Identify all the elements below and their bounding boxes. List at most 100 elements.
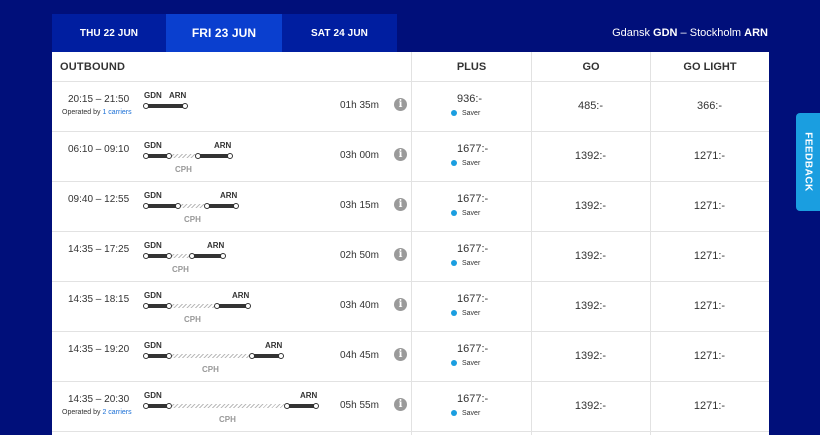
date-tabs: THU 22 JUN FRI 23 JUN SAT 24 JUN	[52, 14, 397, 52]
go-price[interactable]: 1392:-	[574, 250, 607, 262]
info-icon[interactable]: i	[394, 298, 407, 311]
flight-times: 14:35 – 20:30	[68, 394, 130, 405]
operated-by: Operated by 1 carriers	[62, 109, 132, 116]
origin-marker	[143, 253, 149, 259]
flight-segment	[252, 354, 283, 358]
feedback-button[interactable]: FEEDBACK	[796, 113, 820, 211]
carriers-link[interactable]: 2 carriers	[102, 409, 132, 416]
go-price[interactable]: 485:-	[577, 100, 604, 112]
info-icon[interactable]: i	[394, 198, 407, 211]
stop-marker	[249, 353, 255, 359]
plus-price[interactable]: 936:-	[457, 93, 483, 105]
flight-row[interactable]: 14:35 – 20:30 Operated by 2 carriers GDN AR…	[52, 382, 769, 432]
via-code: CPH	[175, 165, 192, 174]
flight-duration: 01h 35m	[340, 100, 379, 111]
saver-dot-icon	[451, 310, 457, 316]
stop-marker	[166, 153, 172, 159]
date-tab-thu-22-jun[interactable]: THU 22 JUN	[52, 14, 166, 52]
date-tab-sat-24-jun[interactable]: SAT 24 JUN	[282, 14, 397, 52]
go-price[interactable]: 1392:-	[574, 200, 607, 212]
flight-segment	[198, 154, 232, 158]
flight-row[interactable]: 14:35 – 18:15 GDN ARN CPH 03h 40m i 1677:- Save…	[52, 282, 769, 332]
stop-marker	[189, 253, 195, 259]
flight-times: 20:15 – 21:50	[68, 94, 130, 105]
flight-row[interactable]: 14:35 – 19:20 GDN ARN CPH 04h 45m i 1677:- Save…	[52, 332, 769, 382]
golight-price[interactable]: 1271:-	[693, 200, 726, 212]
destination-code: ARN	[220, 191, 238, 200]
golight-header: GO LIGHT	[683, 61, 737, 73]
saver-dot-icon	[451, 260, 457, 266]
info-icon[interactable]: i	[394, 348, 407, 361]
go-price[interactable]: 1392:-	[574, 400, 607, 412]
go-header: GO	[582, 61, 600, 73]
go-price[interactable]: 1392:-	[574, 350, 607, 362]
saver-label: Saver	[462, 310, 481, 317]
layover-segment	[169, 154, 198, 158]
destination-code: ARN	[207, 241, 225, 250]
origin-marker	[143, 103, 149, 109]
operated-prefix: Operated by	[62, 109, 103, 116]
flight-segment	[144, 204, 178, 208]
flight-row[interactable]: 09:40 – 12:55 GDN ARN CPH 03h 15m i 1677:- Save…	[52, 182, 769, 232]
saver-tag: Saver	[451, 410, 480, 417]
info-icon[interactable]: i	[394, 148, 407, 161]
plus-price[interactable]: 1677:-	[457, 243, 489, 255]
flight-segment	[144, 304, 169, 308]
destination-marker	[227, 153, 233, 159]
info-icon[interactable]: i	[394, 398, 407, 411]
flight-times: 06:10 – 09:10	[68, 144, 130, 155]
plus-price[interactable]: 1677:-	[457, 293, 489, 305]
plus-price[interactable]: 1677:-	[457, 143, 489, 155]
plus-price[interactable]: 1677:-	[457, 193, 489, 205]
destination-marker	[233, 203, 239, 209]
route-from-code: GDN	[653, 27, 678, 39]
route-title: Gdansk GDN – Stockholm ARN	[612, 27, 768, 39]
golight-column: GO LIGHT	[650, 52, 769, 435]
golight-price[interactable]: 1271:-	[693, 250, 726, 262]
golight-price[interactable]: 1271:-	[693, 150, 726, 162]
layover-segment	[169, 354, 252, 358]
flight-row[interactable]: 06:10 – 09:10 GDN ARN CPH 03h 00m i 1677:- Save…	[52, 132, 769, 182]
flight-segment	[144, 354, 169, 358]
origin-code: GDN	[144, 341, 162, 350]
flight-duration: 03h 15m	[340, 200, 379, 211]
flight-times: 14:35 – 18:15	[68, 294, 130, 305]
plus-column: PLUS	[411, 52, 531, 435]
golight-price[interactable]: 1271:-	[693, 300, 726, 312]
date-tab-fri-23-jun[interactable]: FRI 23 JUN	[166, 14, 282, 52]
origin-marker	[143, 203, 149, 209]
plus-header: PLUS	[456, 61, 487, 73]
route-to-city: Stockholm	[689, 27, 742, 39]
origin-code: GDN	[144, 91, 162, 100]
origin-marker	[143, 353, 149, 359]
stop-marker	[214, 303, 220, 309]
saver-label: Saver	[462, 410, 481, 417]
saver-label: Saver	[462, 210, 481, 217]
saver-tag: Saver	[451, 210, 480, 217]
plus-price[interactable]: 1677:-	[457, 393, 489, 405]
destination-marker	[182, 103, 188, 109]
flight-segment	[217, 304, 250, 308]
saver-label: Saver	[462, 110, 481, 117]
outbound-header: OUTBOUND	[60, 61, 126, 73]
destination-marker	[313, 403, 319, 409]
flight-row[interactable]: 14:35 – 17:25 GDN ARN CPH 02h 50m i 1677:- Save…	[52, 232, 769, 282]
golight-price[interactable]: 366:-	[696, 100, 723, 112]
flight-row[interactable]: 20:15 – 21:50 Operated by 1 carriers GDN AR…	[52, 82, 769, 132]
info-icon[interactable]: i	[394, 248, 407, 261]
plus-price[interactable]: 1677:-	[457, 343, 489, 355]
info-icon[interactable]: i	[394, 98, 407, 111]
golight-price[interactable]: 1271:-	[693, 350, 726, 362]
saver-dot-icon	[451, 110, 457, 116]
saver-label: Saver	[462, 260, 481, 267]
saver-tag: Saver	[451, 110, 480, 117]
golight-price[interactable]: 1271:-	[693, 400, 726, 412]
layover-segment	[178, 204, 207, 208]
route-separator: –	[677, 27, 690, 39]
go-price[interactable]: 1392:-	[574, 150, 607, 162]
origin-code: GDN	[144, 191, 162, 200]
flight-segment	[144, 104, 187, 108]
stop-marker	[166, 253, 172, 259]
go-price[interactable]: 1392:-	[574, 300, 607, 312]
carriers-link[interactable]: 1 carriers	[102, 109, 132, 116]
